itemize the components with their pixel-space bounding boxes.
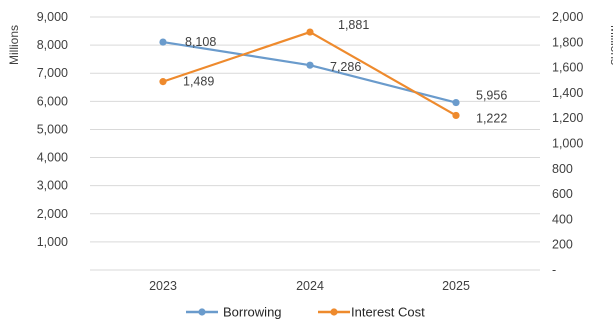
right-axis-tick-label: - xyxy=(552,263,556,277)
gridlines xyxy=(90,16,540,271)
x-axis-tick-label: 2024 xyxy=(296,279,324,293)
right-axis-tick-label: 400 xyxy=(552,212,573,226)
data-point xyxy=(452,98,460,107)
left-axis-tick-label: 6,000 xyxy=(37,94,68,108)
left-axis-tick-label: 2,000 xyxy=(37,207,68,221)
data-label: 1,881 xyxy=(338,18,369,32)
legend: Borrowing Interest Cost xyxy=(186,305,425,320)
data-label: 1,489 xyxy=(183,75,214,89)
series-line-borrowing xyxy=(162,40,457,104)
right-axis-tick-label: 1,600 xyxy=(552,61,583,75)
data-label: 1,222 xyxy=(476,111,507,125)
left-axis-tick-label: 5,000 xyxy=(37,122,68,136)
data-point xyxy=(159,78,167,86)
x-axis-tick-label: 2025 xyxy=(442,279,470,293)
right-axis-tick-label: 1,000 xyxy=(552,137,583,151)
data-point xyxy=(306,28,314,36)
right-axis-title: Millions xyxy=(608,25,613,65)
data-label: 5,956 xyxy=(476,89,507,103)
legend-swatch-marker xyxy=(198,308,206,316)
right-axis-tick-label: 2,000 xyxy=(552,10,583,24)
data-label: 8,108 xyxy=(185,35,216,49)
left-axis-tick-label: 7,000 xyxy=(37,66,68,80)
legend-label: Borrowing xyxy=(223,305,282,320)
left-axis-title: Millions xyxy=(7,25,21,65)
legend-item-interest-cost: Interest Cost xyxy=(318,305,425,320)
right-axis-tick-label: 200 xyxy=(552,238,573,252)
data-point xyxy=(159,38,167,46)
right-axis-tick-label: 1,200 xyxy=(552,111,583,125)
x-axis-tick-label: 2023 xyxy=(149,279,177,293)
left-axis-tick-label: 4,000 xyxy=(37,151,68,165)
series xyxy=(159,28,460,120)
legend-swatch-marker xyxy=(330,308,338,316)
data-label: 7,286 xyxy=(330,60,361,74)
legend-item-borrowing: Borrowing xyxy=(186,305,282,320)
right-axis-tick-label: 600 xyxy=(552,187,573,201)
left-axis-tick-label: 9,000 xyxy=(37,10,68,24)
data-labels: 8,108 7,286 5,956 1,489 1,881 1,222 xyxy=(183,18,507,125)
right-axis-tick-label: 1,400 xyxy=(552,86,583,100)
data-point xyxy=(306,61,314,69)
legend-label: Interest Cost xyxy=(351,305,425,320)
data-point xyxy=(452,111,460,120)
right-axis-tick-label: 800 xyxy=(552,162,573,176)
left-axis-tick-label: 1,000 xyxy=(37,235,68,249)
right-axis-tick-label: 1,800 xyxy=(552,35,583,49)
axes: 1,000 2,000 3,000 4,000 5,000 6,000 7,000 8,000… xyxy=(7,10,613,293)
left-axis-tick-label: 3,000 xyxy=(37,179,68,193)
left-axis-tick-label: 8,000 xyxy=(37,38,68,52)
